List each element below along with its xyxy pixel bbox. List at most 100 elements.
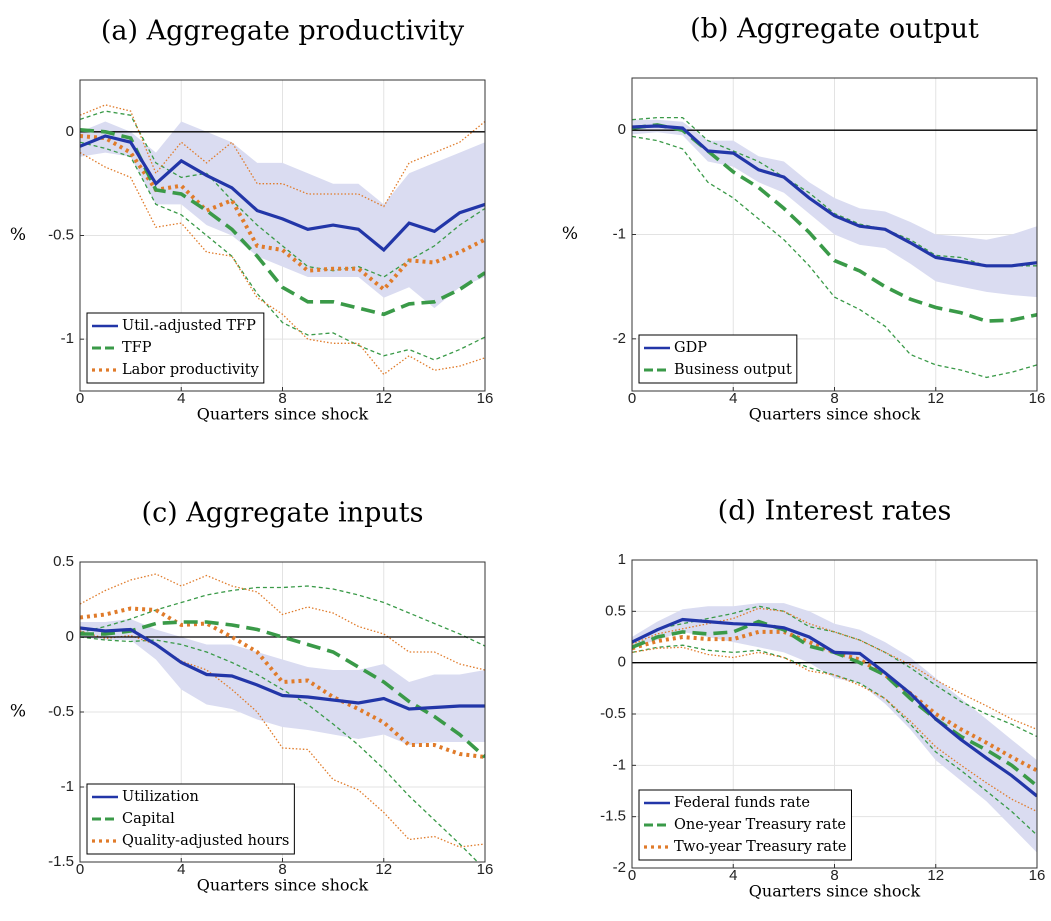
legend-label: Capital [122, 811, 175, 827]
y-tick-label: -1 [61, 778, 74, 795]
x-tick-label: 16 [477, 861, 494, 878]
legend: Util.-adjusted TFP TFP Labor productivity [86, 312, 265, 384]
legend: Federal funds rate One-year Treasury rate… [638, 789, 852, 861]
y-tick-label: -1 [613, 225, 626, 242]
axes-frame [79, 561, 486, 863]
y-tick-label: 0 [618, 654, 626, 671]
x-axis-label: Quarters since shock [749, 405, 921, 424]
panel-title: (c) Aggregate inputs [142, 498, 424, 529]
legend-frame [86, 783, 295, 855]
series-line [632, 124, 1037, 268]
panel-title: (d) Interest rates [718, 496, 952, 527]
confidence-bound [80, 104, 485, 208]
confidence-bound [632, 135, 1037, 379]
axes-frame [631, 559, 1038, 869]
confidence-bound [632, 644, 1037, 836]
legend-frame [638, 334, 798, 384]
legend-label: Federal funds rate [674, 795, 810, 811]
legend-frame [638, 789, 852, 861]
axes-frame [631, 77, 1038, 392]
x-tick-label: 4 [177, 390, 185, 407]
confidence-bound [80, 152, 485, 376]
plot-area [80, 104, 485, 376]
confidence-band [80, 619, 485, 745]
legend-label: Utilization [122, 789, 199, 805]
panel: (d) Interest rates Quarters since shock -2… [600, 496, 1045, 901]
y-tick-label: -1 [613, 756, 626, 773]
x-tick-label: 16 [477, 390, 494, 407]
confidence-bound [80, 141, 485, 361]
y-tick-label: 0.5 [53, 553, 74, 570]
x-tick-label: 0 [76, 861, 84, 878]
legend-label: Labor productivity [122, 362, 260, 378]
y-axis-label: % [10, 225, 26, 245]
panel-title: (a) Aggregate productivity [101, 16, 465, 47]
x-tick-label: 4 [729, 390, 737, 407]
y-tick-label: -2 [613, 330, 626, 347]
panel-title: (b) Aggregate output [690, 14, 979, 45]
confidence-bound [80, 573, 485, 671]
confidence-bound [632, 607, 1037, 731]
y-axis-label: % [10, 702, 26, 722]
x-tick-label: 12 [375, 861, 392, 878]
legend-label: Two-year Treasury rate [674, 839, 846, 855]
y-tick-label: 1 [618, 551, 626, 568]
panel: (c) Aggregate inputs Quarters since shock… [10, 498, 493, 895]
y-tick-label: -1.5 [600, 808, 626, 825]
confidence-bound [80, 636, 479, 862]
plot-area [80, 573, 485, 862]
confidence-bound [80, 585, 485, 647]
legend-label: Business output [674, 362, 792, 378]
y-tick-label: 0 [66, 123, 74, 140]
legend-label: GDP [674, 340, 707, 356]
legend: Utilization Capital Quality-adjusted hours [86, 783, 295, 855]
x-tick-label: 4 [177, 861, 185, 878]
y-tick-label: 0 [66, 628, 74, 645]
x-tick-label: 12 [375, 390, 392, 407]
y-tick-label: 0.5 [605, 602, 626, 619]
plot-area [632, 116, 1037, 379]
legend: GDP Business output [638, 334, 798, 384]
x-tick-label: 16 [1029, 867, 1046, 884]
confidence-band [632, 119, 1037, 298]
x-tick-label: 0 [76, 390, 84, 407]
y-tick-label: -0.5 [48, 226, 74, 243]
x-tick-label: 12 [927, 867, 944, 884]
panel: (a) Aggregate productivity Quarters since… [10, 16, 493, 424]
x-tick-label: 0 [628, 867, 636, 884]
x-tick-label: 8 [830, 867, 838, 884]
legend-label: TFP [122, 340, 152, 356]
legend-label: One-year Treasury rate [674, 817, 846, 833]
series-line [80, 620, 485, 759]
y-tick-label: -2 [613, 859, 626, 876]
confidence-bound [80, 110, 485, 278]
series-line [80, 134, 485, 253]
x-axis-label: Quarters since shock [197, 876, 369, 895]
confidence-bound [80, 630, 485, 848]
legend-frame [86, 312, 265, 384]
x-tick-label: 16 [1029, 390, 1046, 407]
series-line [80, 626, 485, 711]
confidence-bound [632, 116, 1037, 267]
x-tick-label: 8 [278, 390, 286, 407]
axes-frame [79, 79, 486, 392]
legend-label: Util.-adjusted TFP [122, 318, 256, 334]
y-tick-label: -0.5 [600, 705, 626, 722]
x-tick-label: 8 [830, 390, 838, 407]
x-tick-label: 8 [278, 861, 286, 878]
y-tick-label: -0.5 [48, 703, 74, 720]
x-tick-label: 12 [927, 390, 944, 407]
series-line [80, 134, 485, 293]
x-axis-label: Quarters since shock [197, 405, 369, 424]
y-tick-label: 0 [618, 121, 626, 138]
x-tick-label: 0 [628, 390, 636, 407]
x-axis-label: Quarters since shock [749, 882, 921, 901]
legend-label: Quality-adjusted hours [122, 833, 289, 849]
y-tick-label: -1 [61, 330, 74, 347]
plot-area [632, 603, 1037, 853]
panel: (b) Aggregate output Quarters since shock… [562, 14, 1045, 424]
x-tick-label: 4 [729, 867, 737, 884]
y-tick-label: -1.5 [48, 853, 74, 870]
confidence-band [80, 121, 485, 309]
